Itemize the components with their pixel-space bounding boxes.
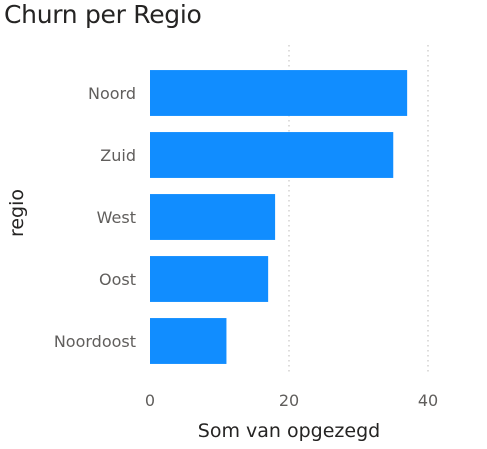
bar-noord[interactable] (150, 70, 408, 116)
chart-title: Churn per Regio (4, 0, 202, 29)
y-tick-label: Noordoost (54, 332, 136, 351)
bar-west[interactable] (150, 194, 276, 240)
y-axis-title: regio (6, 189, 28, 237)
bars (150, 70, 408, 364)
bar-zuid[interactable] (150, 132, 394, 178)
bar-oost[interactable] (150, 256, 269, 302)
y-tick-label: Noord (88, 84, 136, 103)
y-tick-label: Zuid (100, 146, 136, 165)
x-tick-label: 40 (418, 391, 438, 410)
x-axis-title: Som van opgezegd (198, 420, 380, 442)
x-tick-label: 20 (279, 391, 299, 410)
bar-noordoost[interactable] (150, 318, 227, 364)
y-tick-label: West (97, 208, 136, 227)
y-tick-labels: Noord Zuid West Oost Noordoost (54, 84, 136, 351)
x-tick-label: 0 (145, 391, 155, 410)
x-tick-labels: 0 20 40 (145, 391, 438, 410)
y-tick-label: Oost (99, 270, 136, 289)
